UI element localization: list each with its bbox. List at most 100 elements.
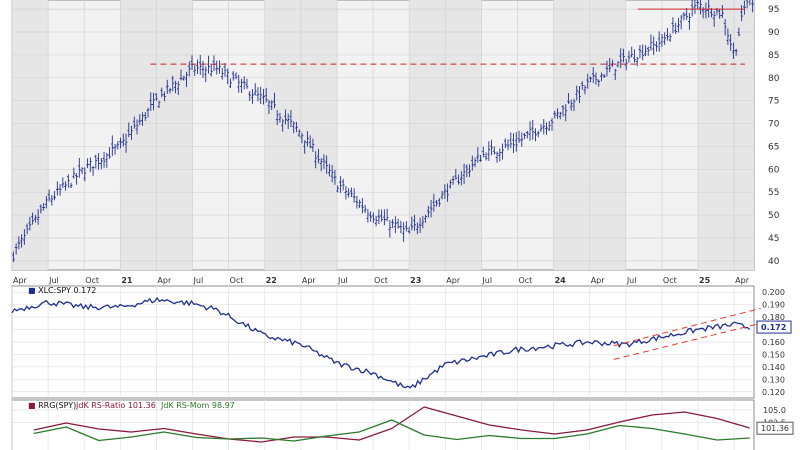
price-bar	[742, 0, 746, 15]
price-bar	[182, 75, 186, 81]
price-bar	[77, 157, 81, 178]
price-bar	[99, 157, 103, 170]
price-bar	[437, 198, 441, 207]
price-bar	[11, 251, 15, 263]
price-y-tick: 95	[768, 5, 779, 15]
price-bar	[567, 93, 570, 104]
price-x-tick: Oct	[374, 276, 388, 285]
price-bar	[355, 195, 359, 209]
price-bar	[506, 139, 510, 151]
price-x-tick: 25	[699, 276, 711, 285]
price-bar	[572, 98, 576, 112]
price-bar	[564, 104, 568, 122]
price-bar	[366, 209, 370, 223]
price-x-tick: 23	[410, 276, 421, 285]
price-bar	[523, 132, 526, 140]
price-bar	[352, 188, 356, 203]
price-bar	[50, 194, 54, 206]
price-bar	[484, 152, 488, 161]
price-bar	[388, 219, 392, 238]
price-bar	[251, 89, 254, 104]
price-bar	[646, 46, 650, 56]
price-y-tick: 40	[768, 257, 780, 267]
price-bar	[64, 181, 67, 191]
price-bar	[627, 50, 631, 63]
price-bar	[391, 219, 395, 229]
price-bar	[421, 216, 425, 229]
price-bar	[652, 36, 656, 55]
price-bar	[503, 138, 507, 149]
price-bar	[165, 79, 169, 94]
price-bar	[415, 222, 419, 235]
price-bar	[424, 214, 427, 223]
price-bar	[382, 209, 386, 226]
price-bar	[699, 0, 702, 15]
price-bar	[495, 151, 499, 163]
price-bar	[80, 167, 84, 175]
price-bar	[569, 99, 573, 111]
price-bar	[267, 99, 271, 114]
price-bar	[146, 107, 150, 118]
price-x-tick: 24	[555, 276, 567, 285]
price-bar	[666, 28, 669, 41]
price-bar	[520, 132, 524, 147]
price-bar	[558, 111, 562, 120]
ratio-y-tick: 0.140	[762, 363, 785, 372]
rrg-legend-ratio: JdK RS-Ratio 101.36	[75, 401, 156, 410]
price-bar	[245, 78, 249, 89]
price-bar	[94, 154, 98, 169]
price-bar	[28, 216, 32, 231]
price-bar	[231, 71, 235, 81]
price-x-tick: Oct	[85, 276, 99, 285]
price-bar	[528, 121, 532, 141]
price-bar	[682, 12, 686, 21]
price-bar	[204, 66, 208, 83]
price-bar	[237, 74, 241, 93]
price-bar	[226, 68, 230, 85]
price-y-tick: 55	[768, 188, 779, 198]
price-y-tick: 50	[768, 211, 780, 221]
price-bar	[751, 0, 755, 13]
price-bar	[451, 176, 455, 185]
price-bar	[33, 214, 37, 223]
price-bar	[339, 176, 342, 193]
ratio-legend-marker: ■	[28, 286, 38, 295]
price-x-tick: Jul	[481, 276, 492, 285]
rrg-plot-area	[11, 399, 755, 450]
price-bar	[534, 128, 537, 142]
price-bar	[17, 236, 21, 250]
price-bar	[407, 226, 411, 234]
price-y-tick: 90	[768, 28, 780, 38]
price-bar	[745, 0, 749, 9]
price-bar	[47, 189, 51, 202]
price-bar	[479, 155, 482, 162]
price-bar	[207, 55, 210, 74]
price-y-tick: 75	[768, 97, 779, 107]
price-bar	[402, 222, 406, 242]
price-bar	[731, 42, 735, 59]
price-bar	[448, 179, 452, 189]
price-bar	[108, 147, 111, 159]
price-bar	[91, 166, 95, 176]
price-bar	[677, 17, 680, 33]
price-bar	[663, 32, 667, 45]
price-x-tick: Jul	[193, 276, 204, 285]
price-bar	[234, 72, 238, 80]
price-bar	[473, 157, 477, 168]
price-bar	[679, 14, 683, 30]
price-bar	[286, 113, 290, 130]
price-bar	[75, 173, 78, 185]
price-bar	[193, 65, 197, 77]
price-x-tick: Apr	[157, 276, 172, 285]
price-bar	[723, 19, 727, 36]
price-bar	[622, 48, 625, 63]
price-bar	[583, 85, 587, 95]
ratio-y-tick: 0.180	[762, 313, 785, 322]
price-bar	[256, 87, 260, 102]
price-bar	[561, 105, 565, 117]
price-bar	[718, 9, 722, 19]
price-bar	[531, 119, 535, 140]
rrg-legend-text: RRG(SPY)	[38, 401, 76, 410]
price-bar	[457, 174, 460, 185]
price-bar	[179, 69, 183, 81]
